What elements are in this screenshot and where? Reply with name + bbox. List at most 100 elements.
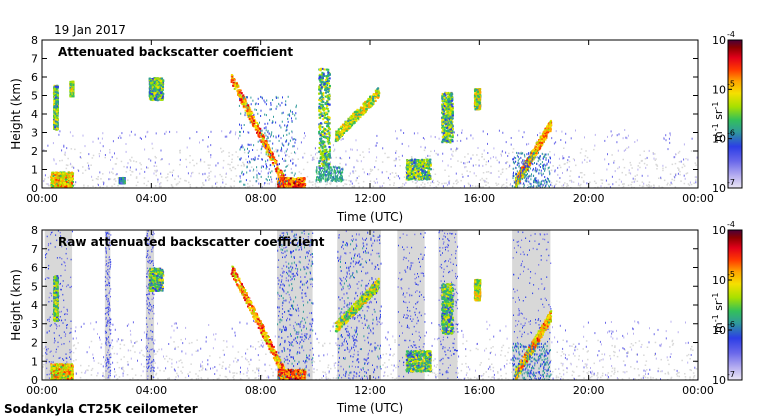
- signal-pixel: [55, 125, 58, 127]
- noise-pixel: [434, 149, 435, 152]
- signal-pixel: [319, 156, 322, 159]
- noise-pixel: [239, 177, 241, 180]
- noise-pixel: [669, 184, 671, 186]
- noise-pixel: [144, 148, 146, 151]
- signal-pixel: [239, 148, 241, 151]
- noise-pixel: [510, 143, 512, 146]
- signal-pixel: [277, 185, 280, 188]
- signal-pixel: [56, 180, 59, 183]
- noise-pixel: [508, 152, 510, 155]
- noise-pixel: [477, 147, 479, 149]
- noise-pixel: [401, 185, 404, 188]
- signal-pixel: [271, 121, 273, 124]
- signal-pixel: [157, 96, 159, 98]
- noise-pixel: [308, 180, 311, 182]
- signal-pixel: [55, 110, 58, 113]
- signal-pixel: [150, 82, 153, 85]
- noise-pixel: [192, 171, 194, 174]
- signal-pixel: [282, 172, 285, 175]
- signal-pixel: [281, 177, 284, 179]
- signal-pixel: [55, 123, 58, 126]
- noise-pixel: [658, 177, 660, 179]
- noise-pixel: [580, 183, 582, 186]
- signal-pixel: [324, 81, 327, 84]
- signal-pixel: [277, 149, 279, 152]
- signal-pixel: [244, 114, 246, 117]
- noise-pixel: [501, 171, 504, 174]
- noise-pixel: [490, 165, 492, 168]
- signal-pixel: [275, 160, 278, 163]
- noise-pixel: [245, 158, 247, 161]
- noise-pixel: [680, 180, 682, 182]
- noise-pixel: [210, 130, 212, 133]
- noise-pixel: [160, 149, 162, 152]
- noise-pixel: [472, 164, 474, 167]
- signal-pixel: [286, 183, 289, 186]
- signal-pixel: [54, 113, 57, 116]
- signal-pixel: [121, 179, 124, 182]
- noise-pixel: [135, 184, 138, 187]
- signal-pixel: [242, 95, 245, 98]
- noise-pixel: [606, 168, 608, 171]
- signal-pixel: [281, 178, 284, 181]
- noise-pixel: [462, 175, 464, 178]
- signal-pixel: [248, 113, 251, 115]
- signal-pixel: [277, 183, 280, 186]
- signal-pixel: [68, 176, 71, 178]
- signal-pixel: [276, 171, 279, 174]
- noise-pixel: [374, 181, 376, 184]
- signal-pixel: [321, 126, 324, 129]
- noise-pixel: [336, 185, 338, 187]
- noise-pixel: [623, 149, 625, 152]
- signal-pixel: [56, 108, 59, 111]
- noise-pixel: [70, 162, 72, 165]
- signal-pixel: [241, 101, 244, 103]
- noise-pixel: [693, 182, 695, 184]
- noise-pixel: [281, 142, 283, 145]
- noise-pixel: [281, 150, 283, 153]
- signal-pixel: [67, 180, 70, 183]
- noise-pixel: [71, 166, 73, 168]
- noise-pixel: [610, 130, 612, 133]
- backscatter-feature: [318, 67, 331, 168]
- noise-pixel: [47, 183, 49, 186]
- noise-pixel: [271, 181, 273, 183]
- noise-pixel: [158, 185, 161, 187]
- signal-pixel: [274, 162, 277, 165]
- noise-pixel: [284, 151, 286, 154]
- signal-pixel: [318, 141, 321, 144]
- signal-pixel: [321, 142, 324, 145]
- noise-pixel: [99, 171, 101, 174]
- noise-pixel: [615, 181, 617, 183]
- noise-pixel: [557, 173, 559, 176]
- noise-pixel: [437, 153, 439, 156]
- noise-pixel: [146, 131, 148, 134]
- signal-pixel: [299, 177, 302, 180]
- signal-pixel: [281, 148, 283, 151]
- noise-pixel: [584, 136, 585, 139]
- signal-pixel: [59, 183, 62, 186]
- noise-pixel: [61, 159, 63, 162]
- signal-pixel: [282, 143, 284, 146]
- signal-pixel: [260, 109, 262, 112]
- signal-pixel: [321, 158, 324, 161]
- signal-pixel: [328, 133, 331, 136]
- noise-pixel: [405, 171, 407, 173]
- signal-pixel: [328, 122, 331, 125]
- noise-pixel: [99, 186, 101, 188]
- noise-pixel: [179, 158, 181, 161]
- signal-pixel: [55, 174, 58, 177]
- signal-pixel: [265, 145, 268, 148]
- signal-pixel: [63, 183, 66, 186]
- noise-pixel: [179, 152, 181, 154]
- signal-pixel: [260, 175, 262, 178]
- noise-pixel: [452, 155, 454, 157]
- signal-pixel: [281, 120, 283, 123]
- signal-pixel: [323, 151, 326, 153]
- signal-pixel: [325, 149, 327, 152]
- noise-pixel: [145, 184, 148, 187]
- signal-pixel: [323, 127, 325, 130]
- noise-pixel: [560, 139, 562, 141]
- noise-pixel: [546, 163, 548, 166]
- noise-pixel: [640, 160, 643, 162]
